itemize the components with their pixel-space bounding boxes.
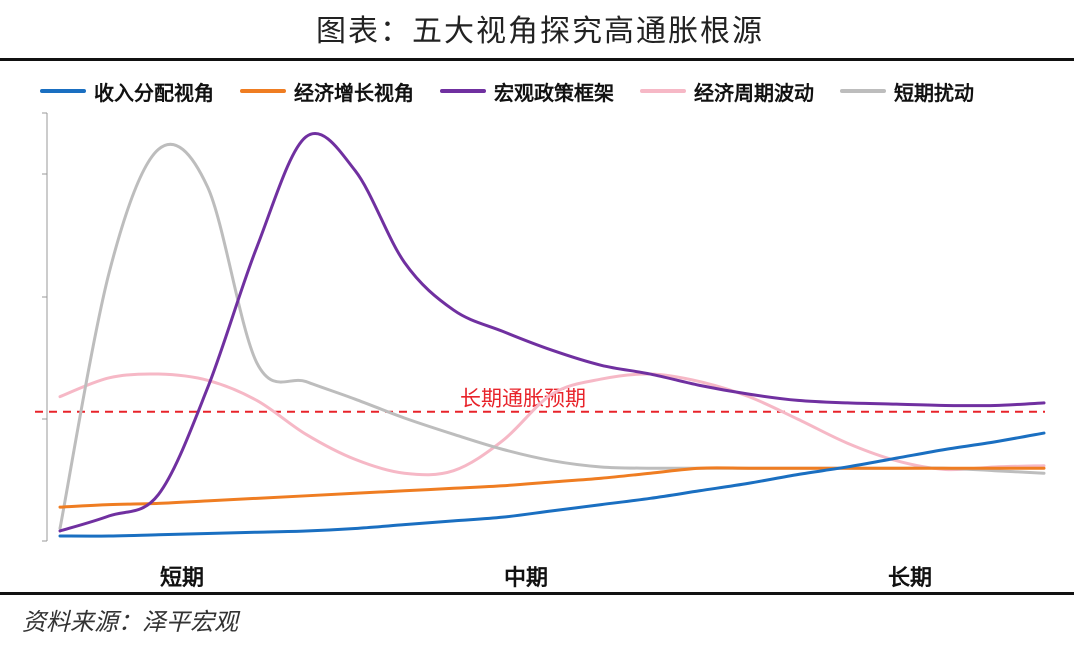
legend-label: 经济增长视角 <box>294 80 414 105</box>
legend-item: 收入分配视角 <box>40 77 214 106</box>
x-tick-label: 中期 <box>503 566 549 591</box>
series-line-0 <box>58 431 1046 538</box>
legend-swatch <box>640 89 686 93</box>
reference-line-label: 长期通胀预期 <box>460 387 586 411</box>
source-note: 资料来源：泽平宏观 <box>22 608 238 636</box>
legend-item: 经济周期波动 <box>640 77 814 106</box>
legend-swatch <box>240 89 286 93</box>
legend: 收入分配视角 经济增长视角 宏观政策框架 经济周期波动 短期扰动 <box>40 76 1000 106</box>
legend-label: 经济周期波动 <box>694 80 814 105</box>
legend-label: 宏观政策框架 <box>494 80 614 105</box>
series-line-1 <box>58 466 1046 509</box>
bottom-rule <box>0 592 1074 595</box>
legend-swatch <box>840 89 886 93</box>
legend-item: 短期扰动 <box>840 77 974 106</box>
top-rule <box>0 58 1074 61</box>
series-line-2 <box>58 132 1046 533</box>
series-line-3 <box>58 372 1046 477</box>
legend-item: 经济增长视角 <box>240 77 414 106</box>
legend-swatch <box>440 89 486 93</box>
x-tick-label: 短期 <box>159 566 205 591</box>
x-tick-label: 长期 <box>887 566 933 591</box>
chart-title: 图表：五大视角探究高通胀根源 <box>316 14 764 49</box>
legend-label: 短期扰动 <box>894 80 974 105</box>
legend-item: 宏观政策框架 <box>440 77 614 106</box>
legend-swatch <box>40 89 86 93</box>
series-line-4 <box>58 142 1046 530</box>
legend-label: 收入分配视角 <box>94 80 214 105</box>
